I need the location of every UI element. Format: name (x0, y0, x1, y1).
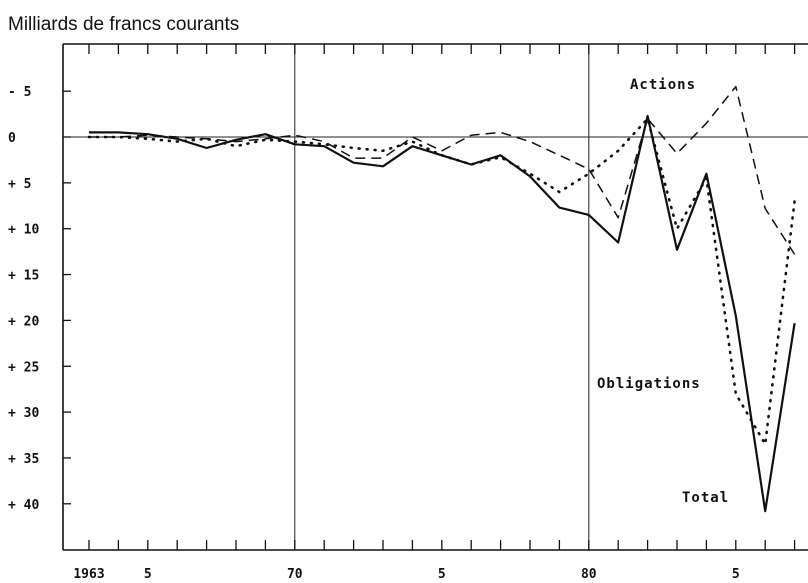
x-tick-label: 80 (581, 567, 597, 582)
y-tick-labels: - 5 0 + 5 + 10 + 15 + 20 + 25 + 30 + 35 + 40 (8, 85, 39, 513)
series-line-total (89, 114, 796, 513)
plot-frame (62, 43, 808, 551)
x-tick-label: 5 (438, 567, 446, 582)
y-tick-label: + 10 (8, 223, 39, 238)
x-tick-label: 5 (144, 567, 152, 582)
x-tick-label: 70 (287, 567, 303, 582)
y-tick-label: + 20 (8, 314, 39, 329)
series-lines (87, 85, 796, 513)
y-tick-label: - 5 (8, 85, 31, 100)
grid-lines (63, 44, 808, 550)
chart-title: Milliards de francs courants (8, 14, 240, 35)
series-label-actions: Actions (630, 77, 696, 93)
series-line-actions (89, 85, 796, 255)
x-tick-labels: 1963 5 70 5 80 5 (73, 567, 739, 582)
series-line-obligations (87, 117, 796, 446)
y-tick-label: + 5 (8, 177, 31, 192)
series-labels: Actions Obligations Total (597, 77, 729, 506)
y-tick-label: 0 (8, 131, 16, 146)
x-tick-label: 5 (732, 567, 740, 582)
y-tick-label: + 40 (8, 498, 39, 513)
y-tick-label: + 35 (8, 452, 39, 467)
y-tick-label: + 25 (8, 360, 39, 375)
x-tick-label: 1963 (73, 567, 104, 582)
y-tick-label: + 30 (8, 406, 39, 421)
axis-ticks (63, 44, 796, 550)
y-tick-label: + 15 (8, 269, 39, 284)
series-label-obligations: Obligations (597, 376, 701, 392)
series-label-total: Total (682, 490, 729, 506)
